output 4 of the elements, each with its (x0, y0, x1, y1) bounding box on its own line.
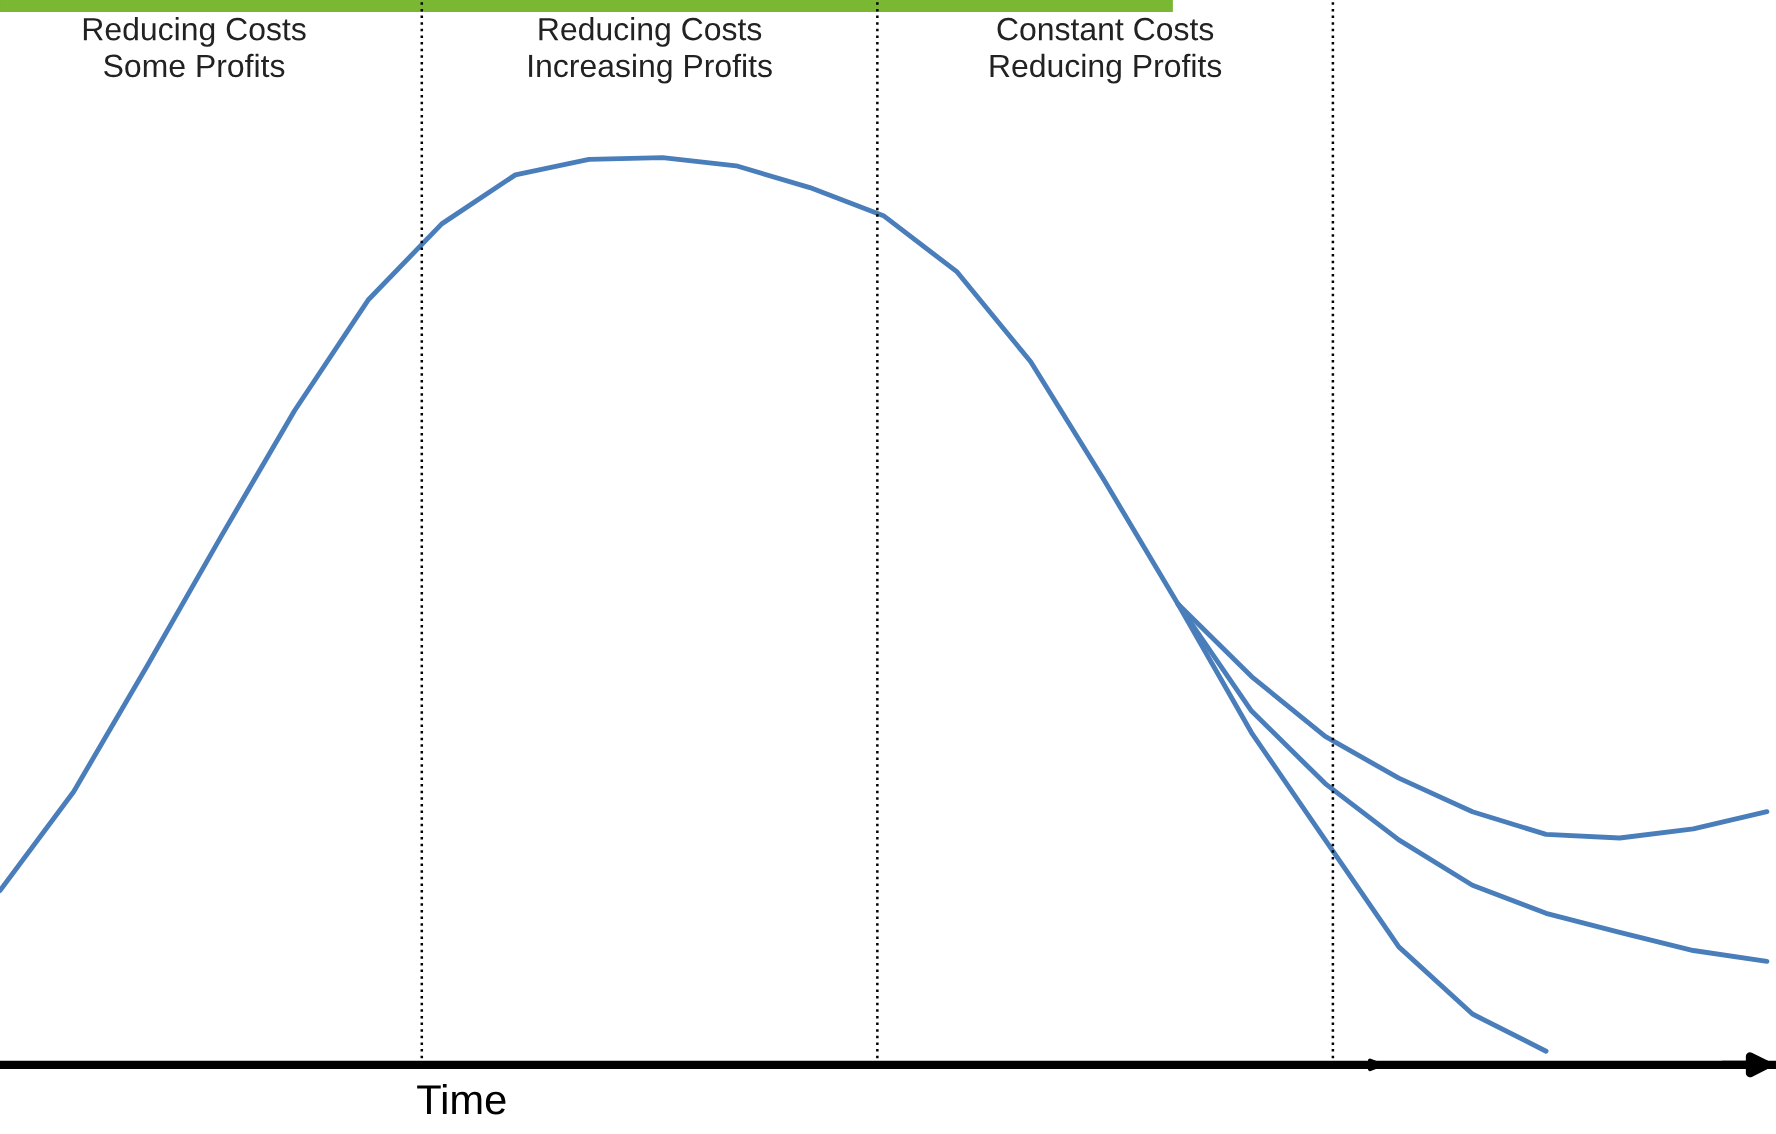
x-axis-title: Time (417, 1083, 506, 1115)
text: Reducing Costs Some Profits (83, 17, 306, 78)
text: Constant Costs Reducing Profits (990, 17, 1222, 84)
text: Reducing Costs Increasing Profits (529, 17, 772, 84)
